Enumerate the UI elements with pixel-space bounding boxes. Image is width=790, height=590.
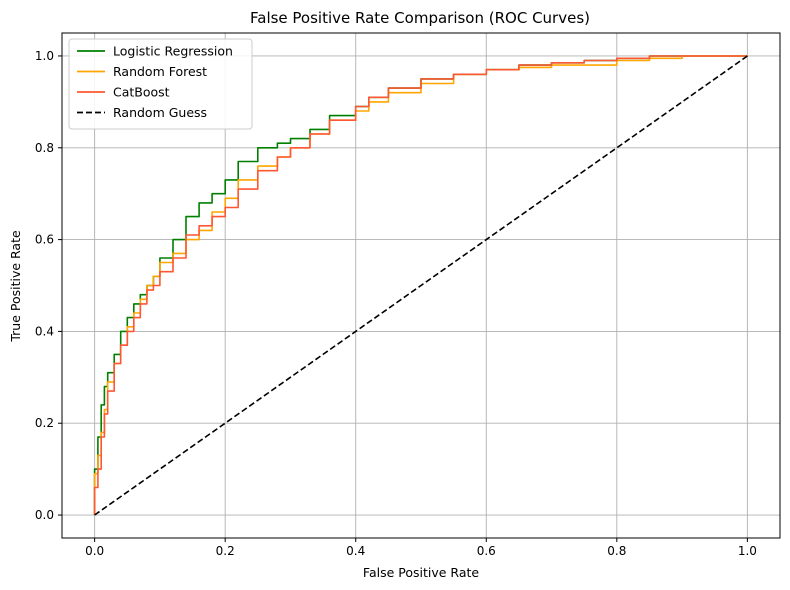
y-tick-label: 0.2 (35, 416, 54, 430)
ticks: 0.0 0.2 0.4 0.6 0.8 1.0 0.0 0.2 0.4 0.6 0.8 1.0 (35, 49, 757, 558)
legend-label: Random Guess (113, 105, 207, 120)
x-tick-label: 0.0 (85, 544, 104, 558)
x-tick-label: 1.0 (738, 544, 757, 558)
plot-area-frame (61, 32, 781, 539)
y-tick-label: 0.4 (35, 324, 54, 338)
chart-title: False Positive Rate Comparison (ROC Curv… (250, 9, 590, 27)
y-tick-label: 1.0 (35, 49, 54, 63)
series-lines (93, 55, 748, 516)
series-line-3 (94, 55, 748, 516)
y-tick-label: 0.0 (35, 508, 54, 522)
x-tick-label: 0.6 (477, 544, 496, 558)
legend-label: Logistic Regression (113, 44, 233, 59)
x-axis-title: False Positive Rate (363, 565, 479, 580)
legend: Logistic Regression Random Forest CatBoost… (68, 38, 253, 130)
x-tick-label: 0.4 (346, 544, 365, 558)
y-tick-label: 0.8 (35, 141, 54, 155)
legend-box (68, 38, 253, 130)
legend-label: CatBoost (113, 85, 170, 100)
x-tick-label: 0.2 (216, 544, 235, 558)
series-line-2 (93, 55, 748, 515)
y-axis-title: True Positive Rate (8, 230, 23, 343)
y-tick-label: 0.6 (35, 233, 54, 247)
legend-label: Random Forest (113, 64, 207, 79)
x-tick-label: 0.8 (607, 544, 626, 558)
